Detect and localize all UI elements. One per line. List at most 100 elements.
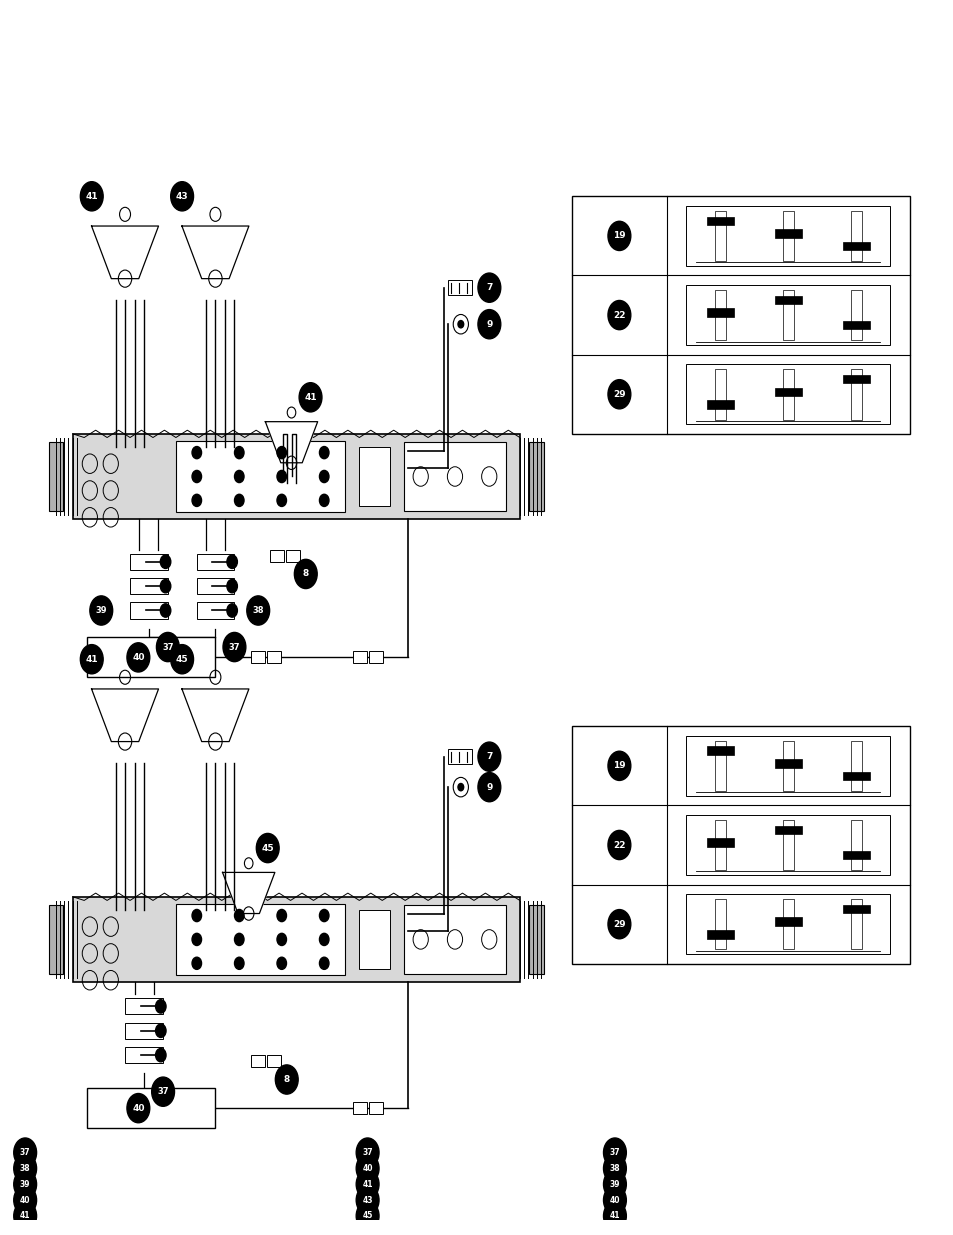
Bar (774, 295, 801, 304)
Text: 39: 39 (609, 1179, 619, 1189)
Bar (850, 899, 861, 950)
Circle shape (160, 579, 171, 593)
Circle shape (276, 934, 286, 946)
Bar (850, 741, 861, 792)
Bar (125, 1023, 163, 1039)
Bar (369, 651, 383, 663)
Bar (286, 550, 300, 562)
Circle shape (152, 1077, 174, 1107)
Circle shape (355, 1186, 378, 1215)
Bar (270, 550, 284, 562)
Circle shape (13, 1153, 36, 1183)
Text: 45: 45 (20, 1228, 30, 1235)
Bar (774, 760, 801, 767)
Circle shape (192, 957, 201, 969)
Circle shape (477, 773, 500, 802)
Text: 8: 8 (302, 569, 309, 578)
Circle shape (13, 1218, 36, 1235)
Bar (448, 280, 472, 295)
Bar (841, 375, 869, 383)
Bar (358, 909, 390, 969)
Circle shape (256, 834, 279, 863)
Circle shape (299, 383, 321, 412)
Circle shape (80, 182, 103, 211)
Text: 43: 43 (362, 1195, 373, 1204)
Text: 22: 22 (613, 841, 625, 850)
Circle shape (319, 447, 329, 458)
Bar (782, 741, 793, 792)
Circle shape (607, 909, 630, 939)
Circle shape (155, 1049, 166, 1062)
Bar (403, 905, 506, 973)
Circle shape (477, 742, 500, 772)
Bar (774, 826, 801, 834)
Circle shape (192, 447, 201, 458)
Circle shape (227, 555, 237, 568)
Text: 9: 9 (486, 783, 492, 792)
Bar (685, 894, 889, 955)
Circle shape (227, 579, 237, 593)
Text: 45: 45 (362, 1212, 373, 1220)
Circle shape (355, 1153, 378, 1183)
Bar (782, 211, 793, 261)
Text: 7: 7 (486, 283, 492, 293)
Bar (358, 447, 390, 506)
Circle shape (13, 1137, 36, 1167)
Text: 41: 41 (362, 1179, 373, 1189)
Circle shape (477, 273, 500, 303)
Text: 39: 39 (20, 1179, 30, 1189)
Bar (714, 290, 725, 341)
Circle shape (192, 494, 201, 506)
Bar (685, 206, 889, 266)
Circle shape (276, 957, 286, 969)
Circle shape (607, 751, 630, 781)
Bar (130, 603, 168, 619)
Circle shape (276, 447, 286, 458)
Circle shape (192, 909, 201, 921)
Bar (369, 1102, 383, 1114)
Bar (529, 442, 543, 510)
Text: 37: 37 (162, 642, 173, 652)
Text: 22: 22 (613, 310, 625, 320)
Bar (850, 820, 861, 871)
Circle shape (603, 1202, 626, 1230)
Bar (706, 746, 733, 755)
Circle shape (603, 1137, 626, 1167)
Circle shape (227, 604, 237, 618)
Text: 29: 29 (613, 920, 625, 929)
Circle shape (607, 379, 630, 409)
Text: 40: 40 (609, 1195, 619, 1204)
Bar (448, 750, 472, 764)
Bar (841, 905, 869, 913)
Text: 40: 40 (132, 653, 145, 662)
Text: 43: 43 (175, 191, 189, 201)
Polygon shape (91, 226, 158, 279)
Bar (353, 1102, 367, 1114)
Circle shape (234, 471, 244, 483)
Bar (49, 905, 63, 973)
Circle shape (192, 471, 201, 483)
Bar (267, 651, 281, 663)
Bar (706, 839, 733, 847)
Circle shape (80, 645, 103, 674)
Bar (267, 1055, 281, 1067)
Bar (125, 998, 163, 1014)
Text: 19: 19 (613, 231, 625, 241)
Text: 9: 9 (486, 320, 492, 329)
Bar (251, 1055, 265, 1067)
Text: 7: 7 (486, 752, 492, 761)
Polygon shape (222, 872, 274, 914)
Circle shape (160, 604, 171, 618)
Bar (196, 603, 234, 619)
Circle shape (171, 645, 193, 674)
Circle shape (355, 1170, 378, 1199)
Bar (251, 651, 265, 663)
Text: 37: 37 (362, 1149, 373, 1157)
Circle shape (275, 1065, 298, 1094)
Bar (706, 309, 733, 316)
Circle shape (223, 632, 246, 662)
Bar (87, 637, 215, 678)
Bar (529, 905, 543, 973)
Bar (175, 441, 345, 513)
Text: 37: 37 (609, 1149, 619, 1157)
